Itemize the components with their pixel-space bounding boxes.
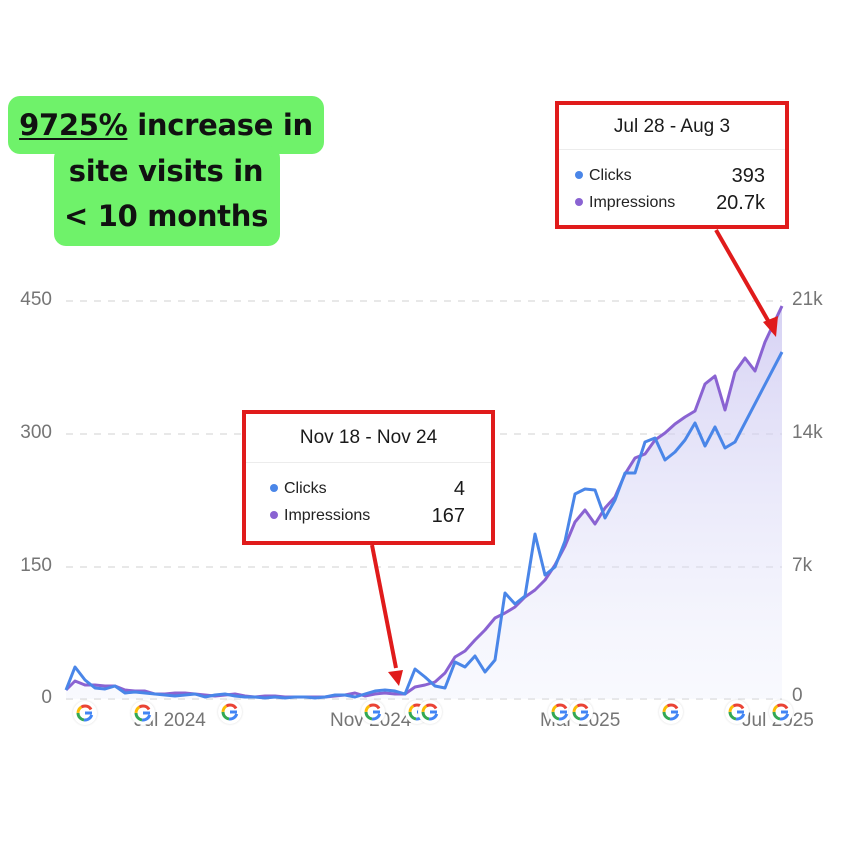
google-update-icon[interactable]	[548, 700, 572, 724]
headline-percent: 9725%	[19, 108, 128, 142]
headline-line-1: 9725% increase in	[8, 108, 324, 142]
tooltip-impressions-label: Impressions	[575, 194, 675, 212]
tooltip-jul28-aug3: Jul 28 - Aug 3 Clicks 393 Impressions 20…	[555, 101, 789, 229]
left-axis-tick-450: 450	[20, 289, 52, 310]
tooltip-clicks-label: Clicks	[270, 480, 327, 498]
tooltip-impressions-label: Impressions	[270, 507, 370, 525]
headline-line-2: site visits in	[68, 154, 264, 188]
google-update-icon[interactable]	[418, 700, 442, 724]
tooltip-date-range: Jul 28 - Aug 3	[559, 105, 785, 150]
annotation-arrow-early	[370, 544, 403, 686]
right-axis-tick-21k: 21k	[792, 289, 823, 310]
tooltip-impressions-value: 167	[431, 505, 465, 527]
left-axis-tick-0: 0	[41, 687, 52, 708]
tooltip-clicks-value: 4	[453, 478, 465, 500]
headline-callout: 9725% increase in site visits in < 10 mo…	[8, 96, 324, 246]
left-axis-tick-300: 300	[20, 422, 52, 443]
impressions-legend-dot-icon	[575, 197, 583, 206]
tooltip-date-range: Nov 18 - Nov 24	[246, 414, 491, 463]
google-update-icon[interactable]	[73, 701, 97, 725]
left-axis-tick-150: 150	[20, 555, 52, 576]
tooltip-impressions-value: 20.7k	[716, 192, 765, 214]
headline-bg-top	[8, 96, 324, 154]
google-update-icon[interactable]	[218, 700, 242, 724]
clicks-legend-dot-icon	[270, 483, 278, 492]
headline-line-1-rest: increase in	[127, 108, 313, 142]
impressions-area	[66, 306, 782, 699]
annotation-arrow-late	[714, 229, 778, 337]
google-update-icon[interactable]	[361, 700, 385, 724]
google-update-icon[interactable]	[131, 701, 155, 725]
google-update-icon[interactable]	[659, 700, 683, 724]
impressions-legend-dot-icon	[270, 510, 278, 519]
google-update-icon[interactable]	[769, 700, 793, 724]
clicks-legend-dot-icon	[575, 170, 583, 179]
headline-bg-bottom	[54, 146, 280, 246]
google-update-icon[interactable]	[569, 700, 593, 724]
headline-line-3: < 10 months	[63, 199, 269, 233]
clicks-line	[64, 351, 784, 700]
google-update-icon[interactable]	[725, 700, 749, 724]
right-axis-tick-14k: 14k	[792, 422, 823, 443]
tooltip-clicks-label: Clicks	[575, 167, 632, 185]
right-axis-tick-0: 0	[792, 685, 803, 706]
tooltip-clicks-value: 393	[731, 165, 765, 187]
tooltip-nov18-nov24: Nov 18 - Nov 24 Clicks 4 Impressions 167	[242, 410, 495, 545]
right-axis-tick-7k: 7k	[792, 555, 813, 576]
